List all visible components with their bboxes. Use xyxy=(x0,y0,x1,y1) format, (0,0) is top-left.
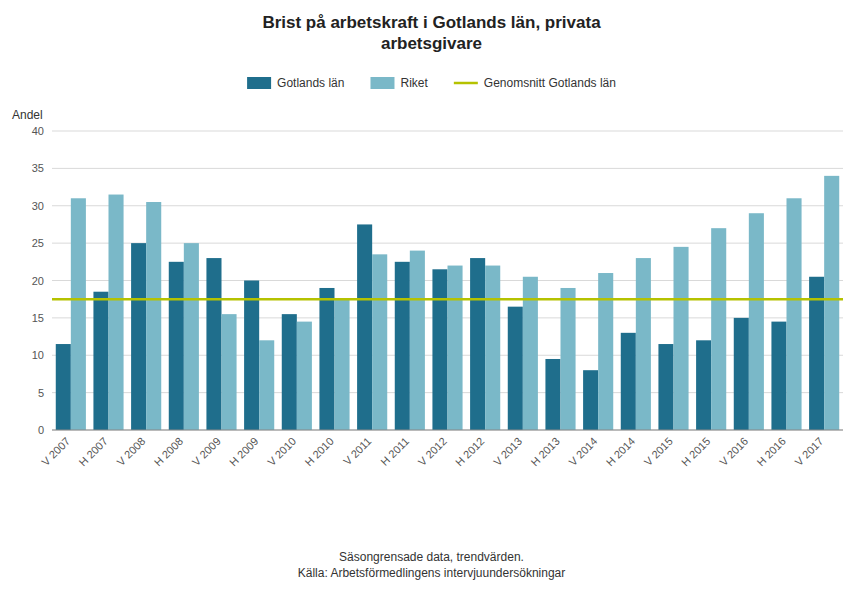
bar xyxy=(621,333,636,430)
title: Brist på arbetskraft i Gotlands län, pri… xyxy=(262,13,601,53)
x-tick-label: V 2015 xyxy=(642,435,675,468)
legend-line xyxy=(454,82,478,85)
legend-swatch xyxy=(370,77,394,89)
y-tick-label: 0 xyxy=(38,424,44,436)
bar xyxy=(244,281,259,431)
x-tick-label: V 2017 xyxy=(792,435,825,468)
y-tick-label: 35 xyxy=(32,162,44,174)
bar xyxy=(319,288,334,430)
annotation: Säsongrensade data, trendvärden. xyxy=(339,550,524,564)
x-axis-line xyxy=(52,430,843,431)
legend-swatch xyxy=(247,77,271,89)
bar xyxy=(824,176,839,430)
bar xyxy=(335,299,350,430)
title-line: Brist på arbetskraft i Gotlands län, pri… xyxy=(262,13,601,32)
bar xyxy=(696,340,711,430)
x-tick-label: H 2015 xyxy=(679,435,713,469)
background xyxy=(0,0,863,591)
bar xyxy=(583,370,598,430)
y-tick-label: 20 xyxy=(32,275,44,287)
bar xyxy=(734,318,749,430)
bar xyxy=(711,228,726,430)
bar xyxy=(206,258,221,430)
legend-label: Genomsnitt Gotlands län xyxy=(484,76,616,90)
x-tick-label: V 2007 xyxy=(39,435,72,468)
bar xyxy=(658,344,673,430)
bar xyxy=(297,322,312,430)
bar xyxy=(222,314,237,430)
title-line: arbetsgivare xyxy=(381,34,482,53)
bar xyxy=(71,198,86,430)
legend-item: Genomsnitt Gotlands län xyxy=(454,76,616,90)
bar xyxy=(169,262,184,430)
x-tick-label: H 2011 xyxy=(378,435,411,468)
bar xyxy=(56,344,71,430)
bar xyxy=(372,254,387,430)
bar xyxy=(357,224,372,430)
y-axis-label: Andel xyxy=(12,108,43,122)
bar xyxy=(674,247,689,430)
x-tick-label: H 2012 xyxy=(453,435,487,469)
legend-item: Gotlands län xyxy=(247,76,344,90)
bar xyxy=(410,251,425,430)
bar xyxy=(146,202,161,430)
x-tick-label: H 2013 xyxy=(528,435,562,469)
legend-label: Gotlands län xyxy=(277,76,344,90)
bar xyxy=(184,243,199,430)
bar xyxy=(771,322,786,430)
x-tick-label: V 2010 xyxy=(265,435,298,468)
bar xyxy=(561,288,576,430)
bar xyxy=(432,269,447,430)
bar xyxy=(448,266,463,430)
chart: Brist på arbetskraft i Gotlands län, pri… xyxy=(0,0,863,591)
x-tick-label: V 2014 xyxy=(566,435,599,468)
x-tick-label: H 2008 xyxy=(152,435,186,469)
y-tick-label: 15 xyxy=(32,312,44,324)
x-tick-label: V 2016 xyxy=(717,435,750,468)
bar xyxy=(545,359,560,430)
bar xyxy=(749,213,764,430)
x-tick-label: H 2014 xyxy=(604,435,638,469)
bar xyxy=(470,258,485,430)
x-tick-label: V 2012 xyxy=(416,435,449,468)
x-tick-label: V 2009 xyxy=(190,435,223,468)
bar xyxy=(598,273,613,430)
y-tick-label: 40 xyxy=(32,125,44,137)
legend: Gotlands län Riket Genomsnitt Gotlands län xyxy=(247,76,616,90)
marks xyxy=(52,176,843,430)
x-tick-label: H 2010 xyxy=(302,435,336,469)
bar xyxy=(787,198,802,430)
legend-label: Riket xyxy=(400,76,428,90)
average-line xyxy=(52,298,843,301)
annotation: Källa: Arbetsförmedlingens intervjuunder… xyxy=(298,566,566,580)
bar xyxy=(131,243,146,430)
bar xyxy=(508,307,523,430)
y-tick-label: 10 xyxy=(32,349,44,361)
x-tick-label: V 2008 xyxy=(114,435,147,468)
grid-line xyxy=(52,205,843,206)
x-tick-label: H 2009 xyxy=(227,435,261,469)
y-tick-label: 30 xyxy=(32,200,44,212)
x-axis: V 2007H 2007V 2008H 2008V 2009H 2009V 20… xyxy=(39,430,843,469)
y-axis: 0 5 10 15 20 25 30 35 40 xyxy=(32,125,843,436)
x-tick-label: V 2013 xyxy=(491,435,524,468)
bar xyxy=(259,340,274,430)
grid-line xyxy=(52,430,843,431)
bar xyxy=(395,262,410,430)
y-tick-label: 5 xyxy=(38,387,44,399)
legend-item: Riket xyxy=(370,76,428,90)
bar xyxy=(93,292,108,430)
x-tick-label: V 2011 xyxy=(341,435,374,468)
bar xyxy=(636,258,651,430)
bar xyxy=(485,266,500,430)
x-tick-label: H 2007 xyxy=(76,435,110,469)
bar xyxy=(282,314,297,430)
bar xyxy=(109,195,124,430)
grid-line xyxy=(52,168,843,169)
x-tick-label: H 2016 xyxy=(754,435,788,469)
y-tick-label: 25 xyxy=(32,237,44,249)
grid-line xyxy=(52,131,843,132)
